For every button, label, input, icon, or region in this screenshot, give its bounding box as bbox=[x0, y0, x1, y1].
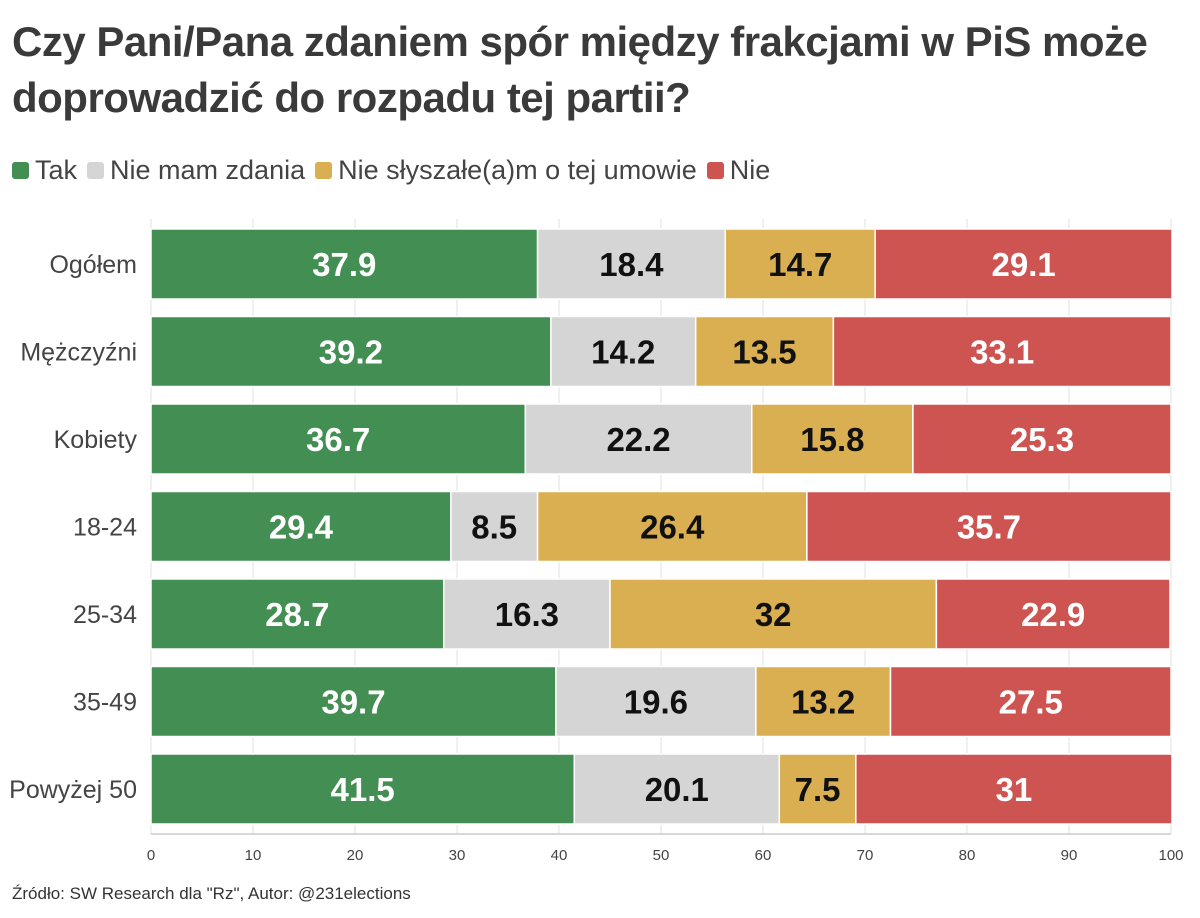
bar-segment bbox=[442, 578, 611, 650]
legend-swatch bbox=[315, 161, 333, 179]
category-label: Kobiety bbox=[54, 426, 138, 454]
bar-segment bbox=[778, 753, 857, 825]
data-label: 14.2 bbox=[591, 334, 655, 371]
data-label: 7.5 bbox=[795, 771, 841, 808]
data-label: 39.2 bbox=[319, 334, 383, 371]
bar-segment bbox=[150, 753, 576, 825]
data-label: 13.5 bbox=[732, 334, 796, 371]
bar-segment bbox=[555, 665, 757, 738]
data-label: 8.5 bbox=[471, 509, 517, 546]
category-label: Powyżej 50 bbox=[9, 776, 137, 804]
bar-segment bbox=[889, 665, 1172, 738]
data-label: 22.2 bbox=[606, 421, 670, 458]
bar-segment bbox=[609, 578, 938, 650]
data-label: 26.4 bbox=[640, 509, 705, 546]
bar-segment bbox=[150, 403, 527, 475]
data-label: 18.4 bbox=[599, 246, 664, 283]
data-label: 22.9 bbox=[1021, 596, 1085, 633]
category-label: 18-24 bbox=[73, 514, 137, 542]
category-label: 25-34 bbox=[73, 601, 137, 629]
data-label: 29.1 bbox=[991, 246, 1055, 283]
data-label: 37.9 bbox=[312, 246, 376, 283]
data-label: 41.5 bbox=[331, 771, 395, 808]
x-tick-label: 20 bbox=[347, 847, 364, 864]
data-label: 13.2 bbox=[791, 684, 855, 721]
data-label: 31 bbox=[996, 771, 1033, 808]
data-label: 28.7 bbox=[265, 596, 329, 633]
bar-segment bbox=[524, 403, 753, 475]
data-label: 33.1 bbox=[970, 334, 1034, 371]
legend-swatch bbox=[706, 161, 724, 179]
chart-legend: Tak Nie mam zdania Nie słyszałe(a)m o tej … bbox=[12, 150, 780, 190]
category-label: Mężczyźni bbox=[20, 339, 137, 367]
x-tick-label: 10 bbox=[245, 847, 262, 864]
legend-item: Nie słyszałe(a)m o tej umowie bbox=[315, 155, 697, 186]
legend-item: Tak bbox=[12, 155, 77, 186]
stacked-bar-chart: 37.9 18.4 14.7 29.1 Ogółem 39.2 14.2 13.5 33.1 Mę… bbox=[9, 219, 1184, 864]
legend-swatch bbox=[87, 161, 105, 179]
data-label: 15.8 bbox=[800, 421, 864, 458]
bar-segment bbox=[855, 753, 1173, 825]
bar-segment bbox=[755, 665, 892, 738]
x-tick-label: 60 bbox=[755, 847, 772, 864]
bar-segment bbox=[832, 315, 1172, 388]
bar-segment bbox=[935, 578, 1171, 650]
data-label: 14.7 bbox=[768, 246, 832, 283]
x-tick-label: 50 bbox=[653, 847, 670, 864]
category-label: 35-49 bbox=[73, 689, 137, 717]
data-label: 32 bbox=[755, 596, 792, 633]
bar-segment bbox=[874, 228, 1173, 300]
bar-segment bbox=[912, 403, 1172, 475]
data-label: 35.7 bbox=[957, 509, 1021, 546]
x-tick-label: 0 bbox=[147, 847, 155, 864]
chart-title: Czy Pani/Pana zdaniem spór między frakcj… bbox=[12, 18, 1148, 121]
bar-segment bbox=[150, 228, 539, 300]
category-label: Ogółem bbox=[49, 251, 137, 279]
bar-segment bbox=[450, 490, 539, 563]
bar-segment bbox=[150, 490, 452, 563]
bar-segment bbox=[150, 315, 552, 388]
legend-label: Nie bbox=[729, 154, 771, 185]
x-tick-label: 90 bbox=[1061, 847, 1078, 864]
legend-swatch bbox=[12, 161, 29, 179]
bar-segment bbox=[694, 315, 835, 388]
data-label: 19.6 bbox=[624, 684, 688, 721]
legend-label: Nie słyszałe(a)m o tej umowie bbox=[338, 154, 697, 185]
bar-segment bbox=[550, 315, 697, 388]
x-tick-label: 70 bbox=[857, 847, 874, 864]
data-label: 25.3 bbox=[1010, 421, 1074, 458]
bar-segment bbox=[536, 228, 727, 300]
x-tick-label: 40 bbox=[551, 847, 568, 864]
bar-segment bbox=[724, 228, 876, 300]
legend-label: Nie mam zdania bbox=[110, 154, 306, 185]
legend-label: Tak bbox=[35, 154, 78, 185]
data-label: 39.7 bbox=[321, 684, 385, 721]
data-label: 36.7 bbox=[306, 421, 370, 458]
x-tick-label: 80 bbox=[959, 847, 976, 864]
x-tick-label: 30 bbox=[449, 847, 466, 864]
legend-item: Nie mam zdania bbox=[87, 155, 305, 186]
bar-segment bbox=[806, 490, 1172, 563]
data-label: 29.4 bbox=[269, 509, 334, 546]
data-label: 20.1 bbox=[645, 771, 709, 808]
data-label: 16.3 bbox=[495, 596, 559, 633]
legend-item: Nie bbox=[706, 154, 771, 186]
bar-segment bbox=[536, 490, 808, 563]
source-note: Źródło: SW Research dla "Rz", Autor: @23… bbox=[12, 884, 411, 903]
x-tick-label: 100 bbox=[1158, 847, 1183, 864]
data-label: 27.5 bbox=[999, 684, 1063, 721]
